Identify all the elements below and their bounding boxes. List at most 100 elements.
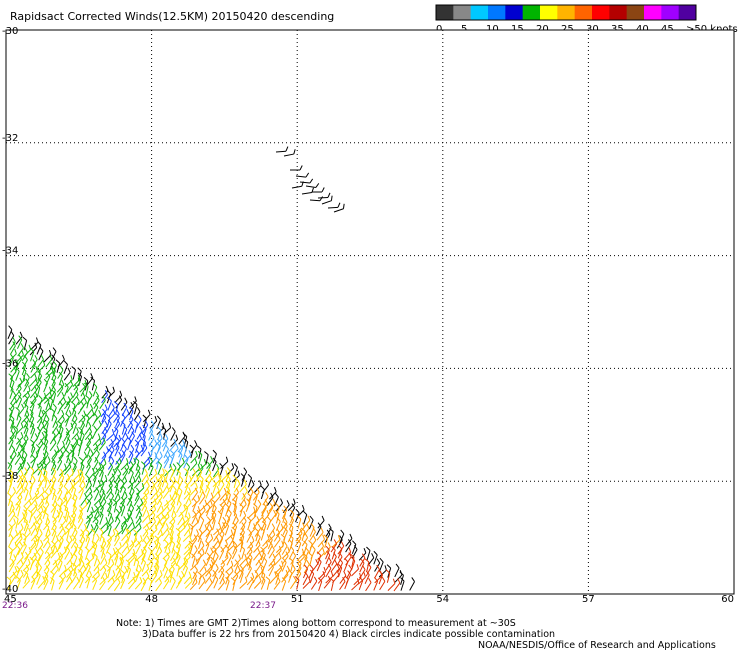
wind-barb-flag xyxy=(68,568,72,574)
wind-barb-flag xyxy=(47,540,51,546)
wind-barb xyxy=(134,491,140,502)
wind-barb xyxy=(248,560,252,571)
wind-barb xyxy=(114,473,122,483)
wind-barb-flag xyxy=(25,564,30,570)
wind-barb-flag xyxy=(175,527,181,532)
wind-barb xyxy=(72,531,78,542)
wind-barb-flag xyxy=(116,565,121,570)
wind-barb-flag xyxy=(103,497,107,503)
wind-barb-flag xyxy=(360,558,365,564)
wind-barb-flag xyxy=(40,354,44,360)
wind-barb xyxy=(22,568,30,578)
wind-barb-flag xyxy=(117,577,121,583)
wind-barb-flag xyxy=(111,473,115,479)
wind-barb xyxy=(79,578,84,589)
wind-barb xyxy=(79,472,84,483)
wind-barb-flag xyxy=(42,487,45,493)
wind-barb-flag xyxy=(68,515,72,521)
wind-barb xyxy=(220,557,229,565)
wind-barb-flag xyxy=(188,542,192,548)
wind-barb-flag xyxy=(14,348,17,354)
wind-barb-flag xyxy=(206,552,211,558)
wind-barb xyxy=(142,576,150,585)
wind-barb-flag xyxy=(124,397,128,403)
wind-barb xyxy=(17,506,21,517)
wind-barb-flag xyxy=(146,571,150,577)
wind-barb-flag xyxy=(60,473,65,478)
time-label-end: 22:37 xyxy=(250,601,276,611)
legend-swatch xyxy=(626,5,645,20)
wind-barb-flag xyxy=(303,540,308,545)
wind-barb xyxy=(93,505,102,513)
wind-barb xyxy=(114,555,119,566)
wind-barb-flag xyxy=(223,487,227,493)
wind-barb xyxy=(37,364,46,373)
wind-barb-flag xyxy=(166,506,170,512)
wind-barb-flag xyxy=(327,542,331,548)
wind-barb-flag xyxy=(136,469,141,475)
wind-barb xyxy=(303,544,308,555)
wind-barb-flag xyxy=(99,493,102,499)
wind-barb-flag xyxy=(311,187,314,193)
wind-barb-flag xyxy=(300,527,306,532)
wind-barb xyxy=(66,453,70,464)
wind-barb xyxy=(163,455,171,464)
wind-barb-flag xyxy=(259,552,263,558)
wind-barb-flag xyxy=(25,434,29,440)
wind-barb xyxy=(70,539,77,549)
wind-barb-flag xyxy=(70,401,76,406)
wind-barb-flag xyxy=(46,372,51,377)
wind-barb-flag xyxy=(271,523,276,529)
wind-barb-flag xyxy=(217,540,221,546)
wind-barb-flag xyxy=(12,337,16,343)
wind-barb xyxy=(325,549,330,560)
wind-barb xyxy=(176,503,182,514)
wind-barb-flag xyxy=(61,391,65,397)
wind-barb-flag xyxy=(204,566,207,573)
wind-barb-flag xyxy=(20,523,24,529)
wind-barb-flag xyxy=(54,499,58,505)
wind-barb xyxy=(302,581,311,589)
wind-barb-flag xyxy=(20,444,25,449)
wind-barb-flag xyxy=(154,557,159,562)
lat-tick-label: -32 xyxy=(2,133,18,144)
wind-barb-flag xyxy=(247,473,252,479)
wind-barb xyxy=(163,459,170,469)
lon-tick-label: 45 xyxy=(4,594,17,605)
wind-barb-flag xyxy=(17,451,22,457)
wind-barb-flag xyxy=(144,469,148,474)
wind-barb-flag xyxy=(205,485,210,490)
wind-barb-flag xyxy=(57,552,61,558)
wind-barb xyxy=(205,538,214,547)
wind-barb-flag xyxy=(150,420,155,426)
wind-barb-flag xyxy=(194,487,198,493)
wind-barb xyxy=(248,527,256,536)
wind-barb-flag xyxy=(20,422,24,428)
wind-barb xyxy=(36,414,45,424)
wind-barb-flag xyxy=(138,415,142,420)
wind-barb-flag xyxy=(11,431,15,437)
wind-barb xyxy=(281,562,287,572)
wind-barb-flag xyxy=(302,522,305,528)
wind-barb-flag xyxy=(265,540,269,546)
wind-barb-flag xyxy=(384,565,387,571)
wind-barb-flag xyxy=(188,487,192,493)
wind-barb xyxy=(108,452,113,463)
wind-barb-flag xyxy=(180,511,184,517)
wind-barb xyxy=(247,511,256,519)
wind-barb-flag xyxy=(91,545,96,550)
wind-barb-flag xyxy=(76,433,80,439)
wind-barb-flag xyxy=(99,511,104,516)
wind-barb xyxy=(57,445,65,454)
wind-barb-flag xyxy=(156,415,161,420)
wind-barb xyxy=(128,454,134,465)
wind-barb xyxy=(65,405,71,415)
wind-barb xyxy=(30,533,39,542)
wind-barb-flag xyxy=(65,431,70,436)
wind-barb-flag xyxy=(216,468,220,474)
wind-barb-flag xyxy=(253,503,258,508)
wind-barb-flag xyxy=(29,408,34,414)
wind-barb-flag xyxy=(84,382,89,387)
wind-barb-flag xyxy=(126,528,132,534)
wind-barb-flag xyxy=(268,535,273,540)
